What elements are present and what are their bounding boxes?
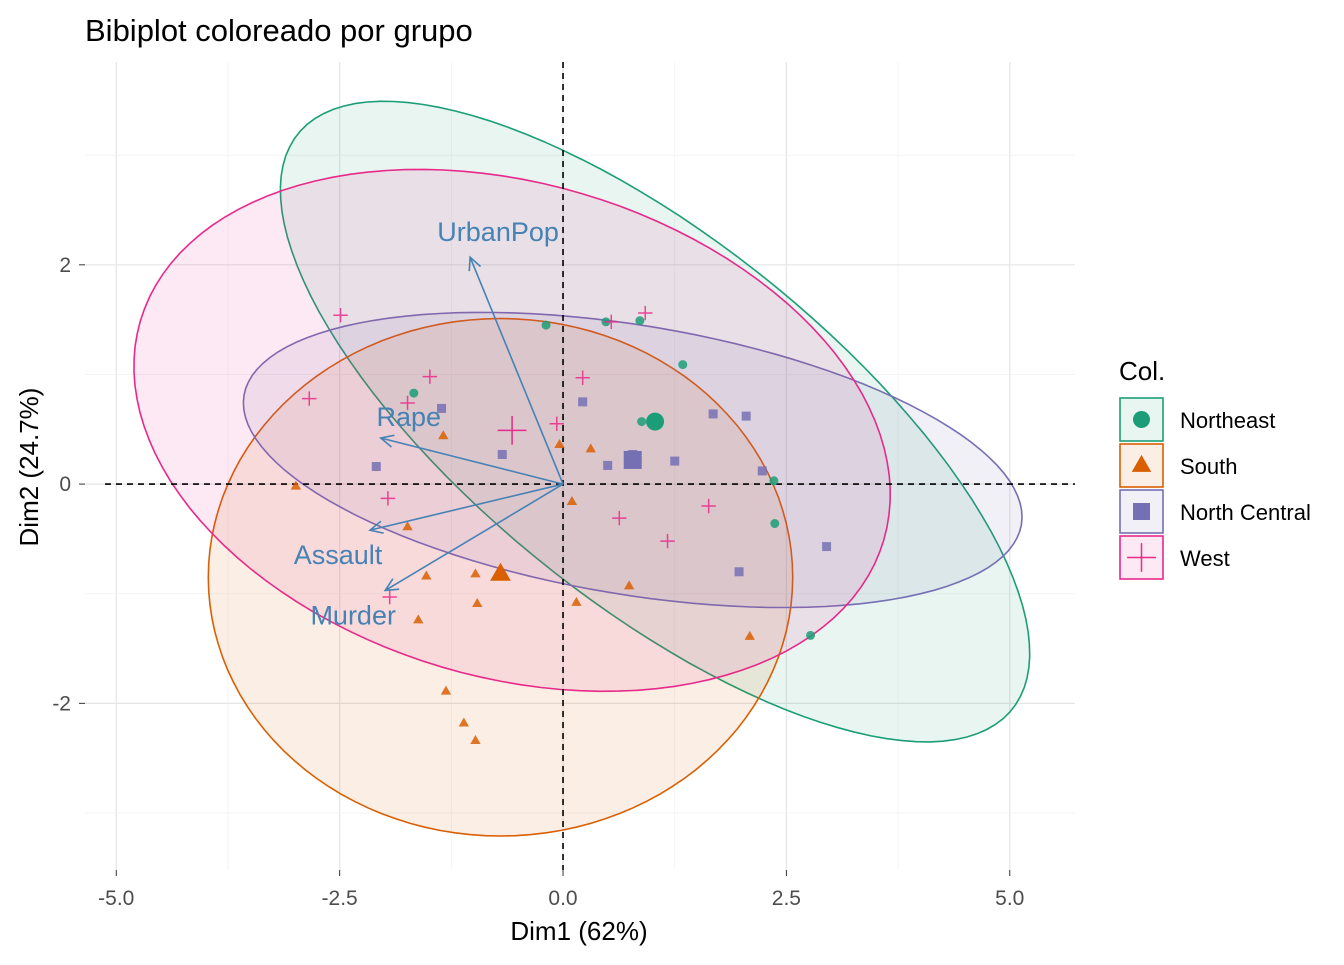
legend-label-west: West bbox=[1180, 546, 1230, 571]
point-northeast bbox=[678, 360, 688, 370]
point-west bbox=[380, 491, 396, 506]
point-west bbox=[604, 314, 619, 330]
arrow-label-rape: Rape bbox=[376, 402, 441, 432]
arrowhead-rape bbox=[378, 434, 395, 448]
arrow-rape bbox=[380, 437, 564, 485]
point-south bbox=[571, 596, 582, 606]
arrowhead-murder bbox=[383, 578, 400, 592]
point-north-central bbox=[437, 403, 447, 413]
point-south bbox=[421, 570, 432, 580]
legend-symbol-northeast bbox=[1133, 411, 1150, 428]
x-tick-label: 5.0 bbox=[995, 887, 1024, 910]
ellipses bbox=[133, 100, 1031, 837]
point-south bbox=[744, 630, 755, 640]
point-south bbox=[554, 438, 565, 448]
arrow-assault bbox=[369, 483, 564, 531]
point-north-central bbox=[734, 567, 744, 577]
legend-symbol-west bbox=[1127, 543, 1156, 572]
point-north-central bbox=[497, 449, 507, 459]
point-north-central bbox=[757, 466, 767, 476]
point-south bbox=[440, 685, 452, 695]
point-northeast bbox=[637, 417, 647, 427]
group-mean-northeast bbox=[646, 412, 665, 431]
point-west bbox=[612, 510, 627, 526]
legend-label-northeast: Northeast bbox=[1180, 408, 1275, 433]
point-south bbox=[566, 496, 578, 506]
legend: Col. Northeast South North Central West bbox=[1119, 356, 1311, 580]
point-south bbox=[585, 443, 596, 453]
legend-label-north-central: North Central bbox=[1180, 500, 1311, 525]
point-west bbox=[422, 369, 438, 384]
point-northeast bbox=[541, 320, 551, 330]
point-west bbox=[549, 416, 564, 431]
chart-title: Bibiplot coloreado por grupo bbox=[85, 13, 473, 48]
point-south bbox=[290, 480, 302, 490]
point-west bbox=[575, 370, 590, 385]
group-mean-west bbox=[497, 415, 527, 445]
arrowhead-urbanpop bbox=[468, 255, 482, 272]
arrow-label-assault: Assault bbox=[294, 540, 383, 570]
point-south bbox=[438, 430, 449, 440]
point-north-central bbox=[603, 460, 613, 470]
point-west bbox=[302, 391, 317, 406]
group-mean-north-central bbox=[623, 450, 642, 469]
x-tick-label: 0.0 bbox=[548, 887, 577, 910]
point-south bbox=[472, 597, 483, 607]
legend-symbol-north-central bbox=[1133, 503, 1150, 520]
point-south bbox=[470, 568, 481, 578]
point-north-central bbox=[708, 409, 718, 419]
y-tick-label: -2 bbox=[52, 692, 71, 715]
arrowhead-assault bbox=[368, 520, 384, 534]
x-axis-label: Dim1 (62%) bbox=[510, 916, 647, 946]
legend-label-south: South bbox=[1180, 454, 1238, 479]
group-mean-south bbox=[490, 562, 511, 581]
axes: -5.0 -2.5 0.0 2.5 5.0 -2 0 2 bbox=[52, 254, 1024, 910]
points bbox=[290, 305, 832, 745]
point-northeast bbox=[769, 476, 779, 486]
arrow-urbanpop bbox=[469, 256, 564, 485]
point-west bbox=[660, 533, 675, 549]
point-west bbox=[333, 308, 348, 323]
point-northeast bbox=[770, 519, 780, 529]
point-northeast bbox=[806, 630, 816, 640]
arrow-murder bbox=[384, 483, 564, 592]
point-north-central bbox=[670, 456, 680, 466]
point-north-central bbox=[371, 462, 381, 472]
y-axis-label: Dim2 (24.7%) bbox=[14, 388, 44, 547]
point-west bbox=[701, 498, 716, 514]
x-tick-label: 2.5 bbox=[772, 887, 801, 910]
y-tick-label: 0 bbox=[59, 473, 71, 496]
point-north-central bbox=[741, 411, 751, 421]
arrow-label-murder: Murder bbox=[310, 600, 396, 630]
point-south bbox=[458, 717, 470, 727]
point-northeast bbox=[409, 388, 419, 398]
point-northeast bbox=[635, 316, 645, 326]
arrow-label-urbanpop: UrbanPop bbox=[437, 217, 559, 247]
point-south bbox=[413, 614, 424, 624]
point-north-central bbox=[822, 542, 832, 552]
point-south bbox=[470, 735, 481, 745]
variable-arrows: UrbanPop Rape Assault Murder bbox=[294, 217, 564, 630]
point-south bbox=[402, 521, 413, 531]
point-north-central bbox=[578, 397, 588, 407]
point-west bbox=[400, 395, 415, 411]
point-west bbox=[638, 305, 653, 321]
legend-key-north-central bbox=[1119, 489, 1164, 534]
legend-symbol-south bbox=[1131, 454, 1152, 472]
x-tick-label: -2.5 bbox=[322, 887, 358, 910]
x-tick-label: -5.0 bbox=[98, 887, 134, 910]
legend-title: Col. bbox=[1119, 356, 1165, 386]
y-tick-label: 2 bbox=[59, 254, 71, 277]
reference-lines bbox=[105, 62, 1075, 870]
point-west bbox=[382, 589, 397, 605]
point-south bbox=[623, 580, 635, 590]
